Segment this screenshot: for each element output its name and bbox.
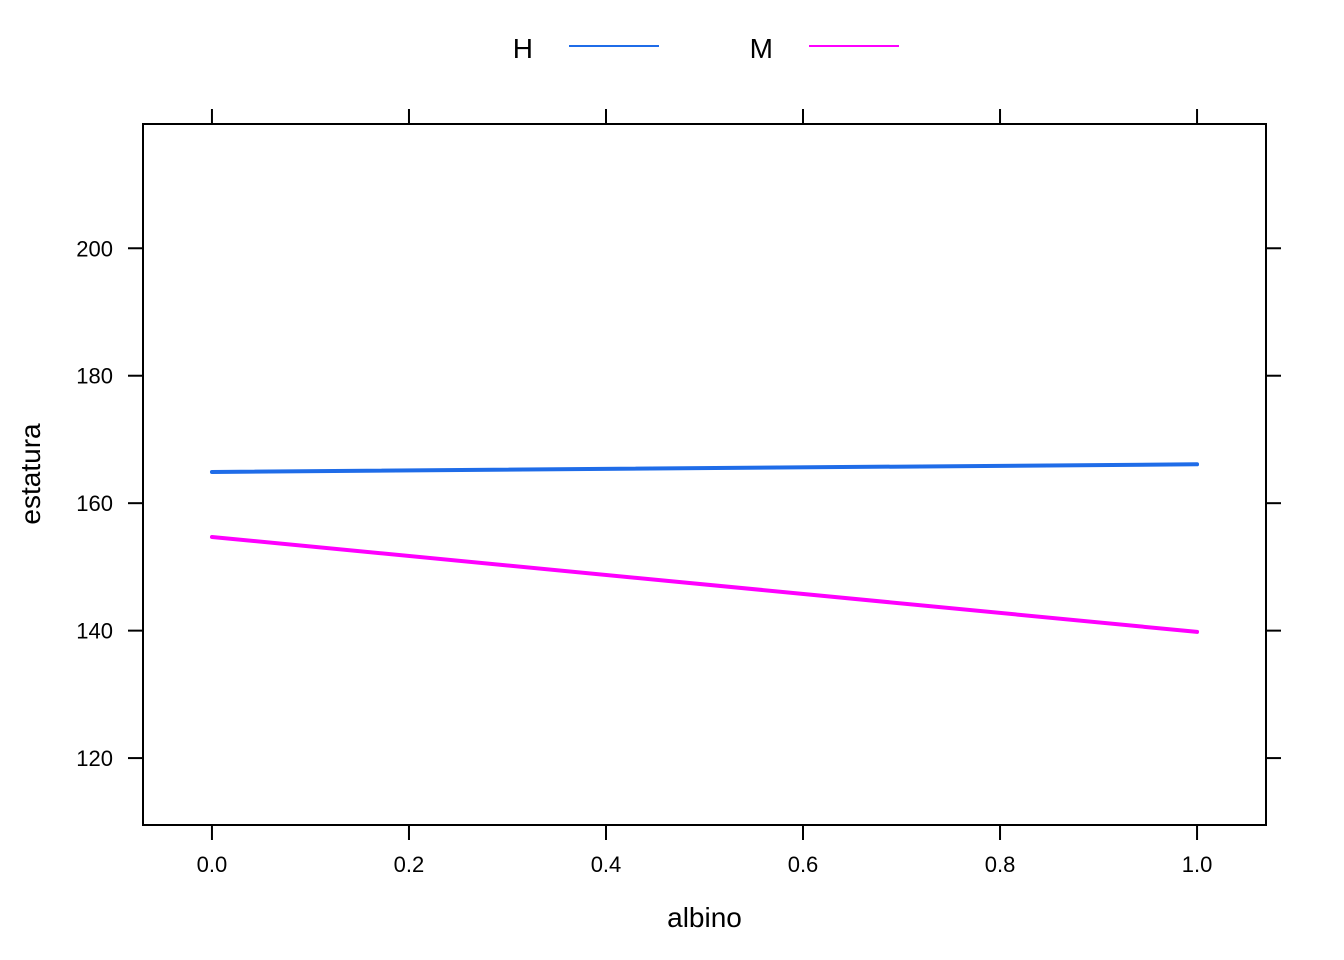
- x-tick-label: 0.8: [985, 852, 1016, 877]
- series-layer: [209, 462, 1200, 634]
- x-axis-label: albino: [667, 902, 742, 933]
- series-line-m: [209, 534, 1200, 634]
- x-tick-label: 0.2: [394, 852, 425, 877]
- legend-label-h: H: [513, 33, 533, 64]
- x-tick-label: 1.0: [1182, 852, 1213, 877]
- y-axis-label: estatura: [15, 423, 46, 525]
- y-tick-label: 160: [76, 491, 113, 516]
- x-tick-label: 0.6: [788, 852, 819, 877]
- legend-label-m: M: [750, 33, 773, 64]
- y-tick-label: 140: [76, 619, 113, 644]
- series-line-h: [209, 462, 1200, 474]
- y-tick-label: 120: [76, 746, 113, 771]
- y-tick-label: 180: [76, 364, 113, 389]
- y-tick-label: 200: [76, 236, 113, 261]
- ticks: 0.0 0.2 0.4 0.6 0.8 1.0 120 140 160 180 200: [76, 109, 1281, 877]
- legend: H M: [513, 33, 899, 64]
- plot-frame: [142, 123, 1267, 826]
- x-tick-label: 0.0: [197, 852, 228, 877]
- x-tick-label: 0.4: [591, 852, 622, 877]
